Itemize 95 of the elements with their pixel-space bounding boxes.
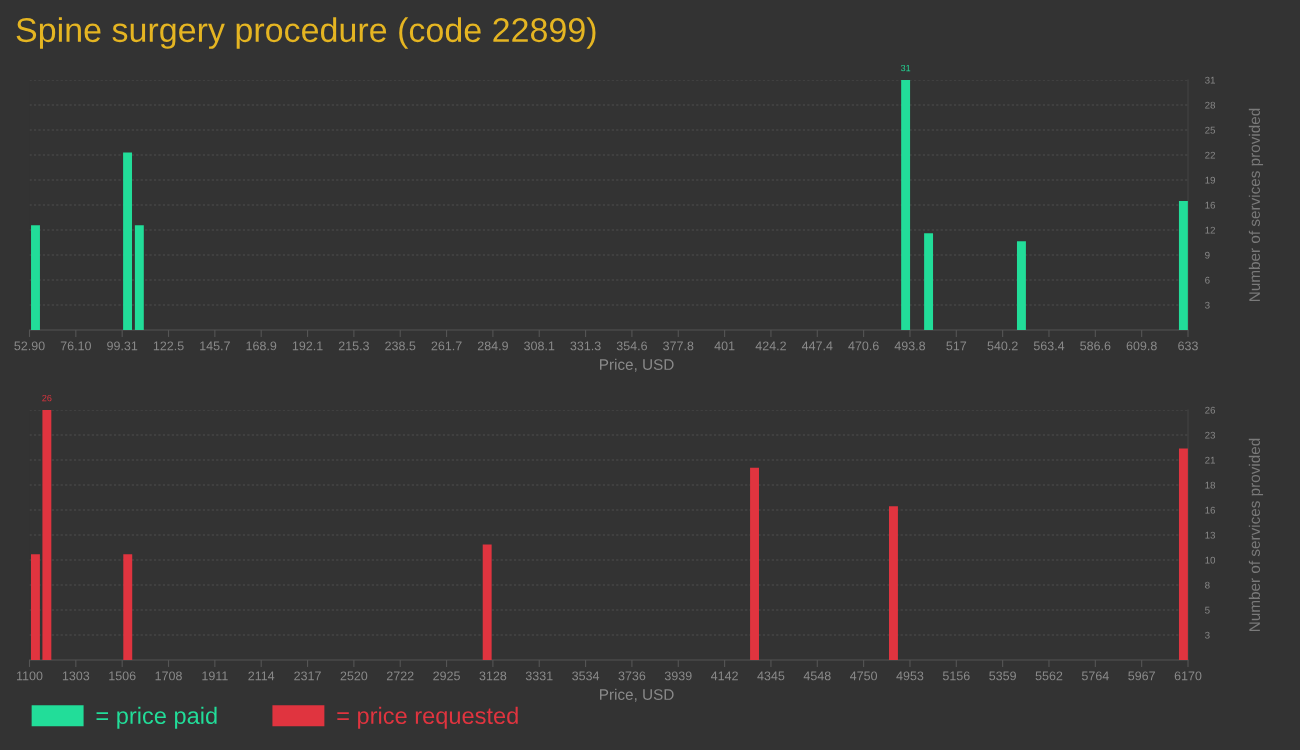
x-tick-label: 401: [714, 341, 735, 351]
y-tick-label: 3: [1205, 631, 1210, 639]
x-tick-label: 633: [1178, 341, 1198, 351]
x-tick-label: 5967: [1128, 671, 1155, 681]
y-tick-label: 8: [1205, 581, 1210, 589]
bar: [750, 467, 759, 660]
bar: [924, 233, 934, 330]
x-tick-label: 609.8: [1126, 341, 1157, 351]
y-tick-label: 19: [1205, 176, 1216, 184]
x-tick-label: 261.7: [431, 341, 462, 351]
y-tick-label: 26: [1205, 406, 1216, 414]
x-tick-label: 2114: [248, 671, 275, 681]
y-tick-label: 23: [1205, 431, 1216, 439]
x-tick-label: 5764: [1081, 671, 1109, 681]
bar: [901, 80, 911, 330]
bar: [482, 544, 492, 660]
y-tick-label: 3: [1205, 301, 1210, 309]
x-tick-label: 517: [946, 341, 967, 351]
x-tick-label: 470.6: [848, 341, 879, 351]
x-tick-label: 331.3: [570, 341, 601, 351]
x-tick-label: 4142: [710, 671, 738, 681]
y-tick-label: 31: [1205, 76, 1216, 84]
legend-label: = price requested: [337, 706, 518, 729]
x-tick-label: 284.9: [477, 341, 508, 351]
x-tick-label: 493.8: [894, 341, 926, 351]
y-tick-label: 10: [1205, 556, 1216, 564]
x-tick-label: 3939: [664, 671, 692, 681]
x-tick-label: 3534: [572, 671, 600, 681]
bar: [31, 225, 40, 330]
y-axis-title: Number of services provided: [1248, 438, 1264, 631]
y-tick-label: 25: [1205, 126, 1216, 134]
bar: [1178, 200, 1188, 330]
bar: [123, 554, 133, 660]
data-label: 26: [42, 394, 52, 402]
y-tick-label: 13: [1205, 531, 1216, 539]
x-tick-label: 586.6: [1080, 341, 1111, 351]
y-tick-label: 16: [1205, 201, 1216, 209]
y-tick-label: 28: [1205, 101, 1216, 109]
x-tick-label: 2520: [340, 671, 368, 681]
x-tick-label: 5359: [989, 671, 1016, 681]
x-tick-label: 1506: [109, 671, 136, 681]
x-tick-label: 145.7: [200, 341, 230, 351]
y-tick-label: 22: [1205, 151, 1215, 159]
y-tick-label: 21: [1205, 456, 1216, 464]
x-tick-label: 168.9: [246, 341, 277, 351]
y-tick-label: 9: [1205, 251, 1210, 259]
x-axis-title: Price, USD: [600, 358, 674, 372]
legend-label: = price paid: [96, 706, 217, 729]
x-tick-label: 1100: [17, 671, 43, 681]
bar: [30, 554, 40, 660]
y-tick-label: 5: [1205, 606, 1210, 614]
x-tick-label: 308.1: [524, 341, 555, 351]
x-tick-label: 4548: [803, 671, 831, 681]
x-tick-label: 4750: [850, 671, 878, 681]
x-tick-label: 5156: [942, 671, 970, 681]
x-tick-label: 2317: [294, 671, 321, 681]
x-tick-label: 354.6: [616, 341, 648, 351]
x-tick-label: 424.2: [755, 341, 786, 351]
x-tick-label: 3736: [618, 671, 646, 681]
x-tick-label: 1303: [62, 671, 90, 681]
x-tick-label: 540.2: [987, 341, 1018, 351]
x-tick-label: 2925: [433, 671, 460, 681]
x-tick-label: 1911: [202, 671, 228, 681]
x-tick-label: 1708: [155, 671, 182, 681]
x-tick-label: 447.4: [801, 341, 833, 351]
x-tick-label: 563.4: [1033, 341, 1065, 351]
x-tick-label: 4345: [757, 671, 785, 681]
x-tick-label: 3128: [479, 671, 507, 681]
bar: [889, 506, 898, 660]
x-tick-label: 192.1: [292, 341, 323, 351]
data-label: 31: [900, 64, 911, 72]
bar: [42, 410, 52, 660]
x-tick-label: 5562: [1035, 671, 1063, 681]
y-axis-title: Number of services provided: [1248, 108, 1264, 301]
x-tick-label: 4953: [896, 671, 924, 681]
bar: [1178, 448, 1188, 660]
y-tick-label: 6: [1205, 276, 1210, 284]
x-tick-label: 3331: [525, 671, 553, 681]
x-axis-title: Price, USD: [600, 688, 674, 702]
bar: [1016, 241, 1026, 330]
x-tick-label: 2722: [386, 671, 414, 681]
x-tick-label: 99.31: [107, 341, 138, 351]
y-tick-label: 16: [1205, 506, 1216, 514]
x-tick-label: 377.8: [663, 341, 694, 351]
x-tick-label: 52.90: [14, 341, 45, 351]
bar: [134, 225, 144, 330]
x-tick-label: 238.5: [385, 341, 416, 351]
x-tick-label: 122.5: [153, 341, 184, 351]
y-tick-label: 18: [1205, 481, 1216, 489]
bar: [123, 152, 133, 330]
y-tick-label: 12: [1205, 226, 1215, 234]
chart-title: Spine surgery procedure (code 22899): [16, 17, 596, 49]
x-tick-label: 76.10: [60, 341, 91, 351]
x-tick-label: 6170: [1174, 671, 1202, 681]
x-tick-label: 215.3: [338, 341, 369, 351]
